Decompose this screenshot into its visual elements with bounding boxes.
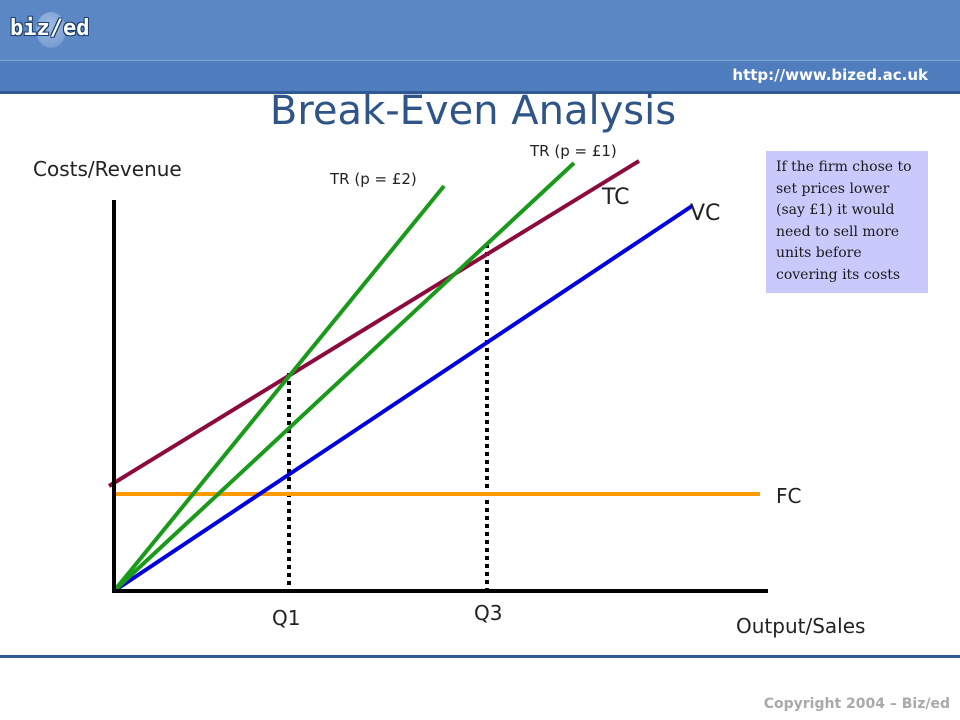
page-title: Break-Even Analysis xyxy=(269,88,677,134)
header-strip xyxy=(0,60,960,94)
y-axis-label: Costs/Revenue xyxy=(33,157,182,181)
series-label-vc: VC xyxy=(690,201,720,226)
series-label-tc: TC xyxy=(601,185,630,210)
series-label-tr-p1: TR (p = £1) xyxy=(529,142,617,160)
series-label-tr-p2: TR (p = £2) xyxy=(329,170,417,188)
explanation-note: If the firm chose to set prices lower (s… xyxy=(766,151,928,293)
chart-axes xyxy=(112,200,768,593)
x-axis-label: Output/Sales xyxy=(736,614,865,638)
header-bar: biz/ed http://www.bized.ac.uk xyxy=(0,0,960,94)
bized-logo[interactable]: biz/ed xyxy=(6,12,106,48)
series-line-tc xyxy=(107,159,641,488)
series-label-fc: FC xyxy=(776,484,801,508)
series-line-tr-p1 xyxy=(112,161,576,593)
copyright-text: Copyright 2004 – Biz/ed xyxy=(763,696,950,712)
site-url-link[interactable]: http://www.bized.ac.uk xyxy=(732,66,928,84)
chart-labels: FC VC TC TR (p = £2) TR (p = £1) Costs/Revenu… xyxy=(33,142,865,638)
tick-label-q1: Q1 xyxy=(272,606,300,630)
chart-lines xyxy=(107,159,760,593)
at-sign-icon xyxy=(36,12,66,48)
series-line-tr-p2 xyxy=(112,184,446,593)
series-line-vc xyxy=(112,204,694,593)
tick-label-q3: Q3 xyxy=(474,601,502,625)
footer-rule xyxy=(0,655,960,658)
logo-text: biz/ed xyxy=(10,16,90,41)
